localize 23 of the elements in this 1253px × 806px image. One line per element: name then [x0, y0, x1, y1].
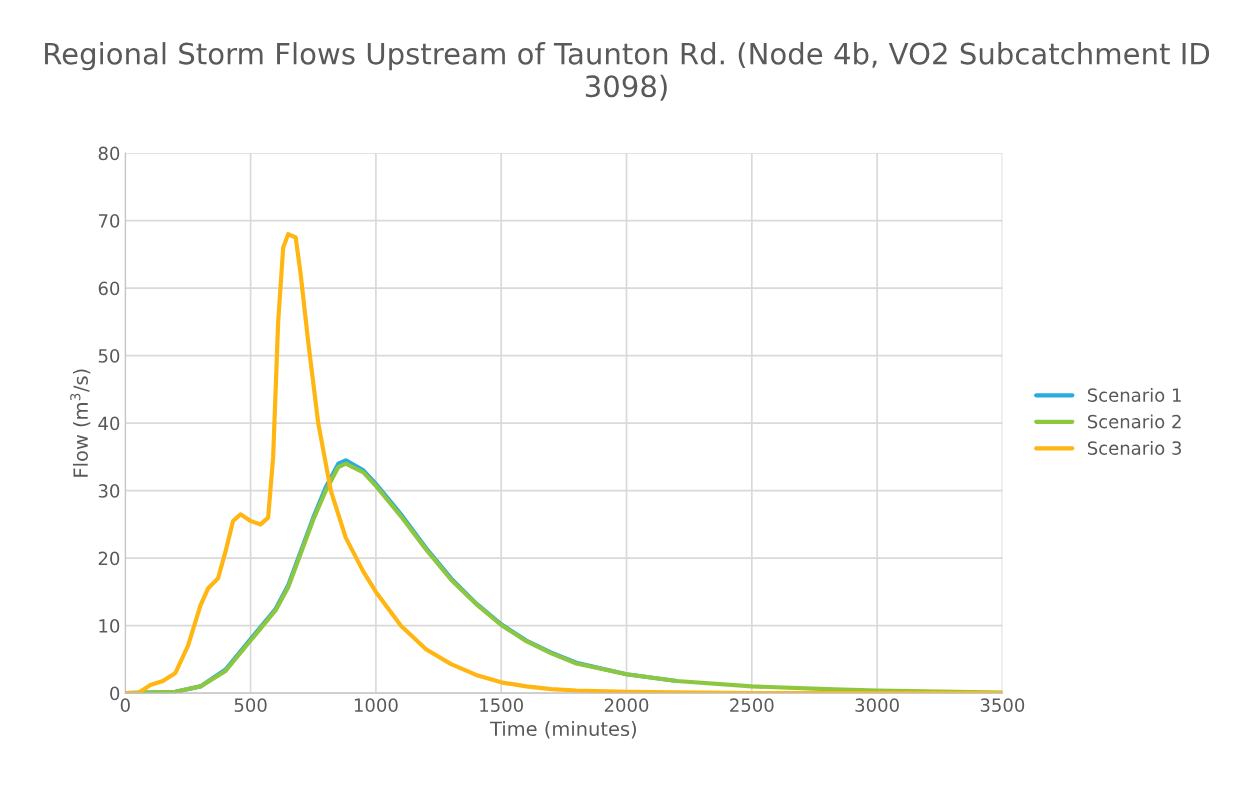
y-tick-label: 20 [98, 551, 120, 566]
y-tick-label: 40 [98, 416, 120, 431]
legend-label: Scenario 2 [1087, 414, 1181, 429]
y-axis-title: Flow (m$^{3}$/s) [70, 369, 91, 477]
y-tick-label: 0 [110, 686, 120, 701]
x-tick-label: 2000 [604, 698, 649, 712]
x-axis-title: Time (minutes) [489, 721, 636, 739]
x-tick-label: 0 [120, 698, 130, 712]
y-tick-label: 80 [98, 146, 120, 161]
y-tick-label: 60 [98, 281, 120, 296]
y-tick-label: 30 [98, 484, 120, 498]
x-tick-label: 1500 [480, 698, 523, 712]
y-tick-label: 70 [98, 214, 120, 228]
x-tick-label: 2500 [730, 698, 774, 712]
chart-title: Regional Storm Flows Upstream of Taunton Rd. (Node 4b, VO2 Subcatchment ID 3098) [45, 42, 1210, 101]
x-tick-label: 500 [234, 698, 267, 712]
legend-label: Scenario 1 [1087, 387, 1181, 402]
y-tick-label: 50 [98, 349, 120, 363]
x-tick-label: 3000 [855, 698, 899, 712]
legend-label: Scenario 3 [1087, 440, 1182, 455]
x-tick-label: 3500 [980, 698, 1025, 712]
x-tick-label: 1000 [354, 698, 398, 712]
y-tick-label: 10 [99, 619, 120, 633]
